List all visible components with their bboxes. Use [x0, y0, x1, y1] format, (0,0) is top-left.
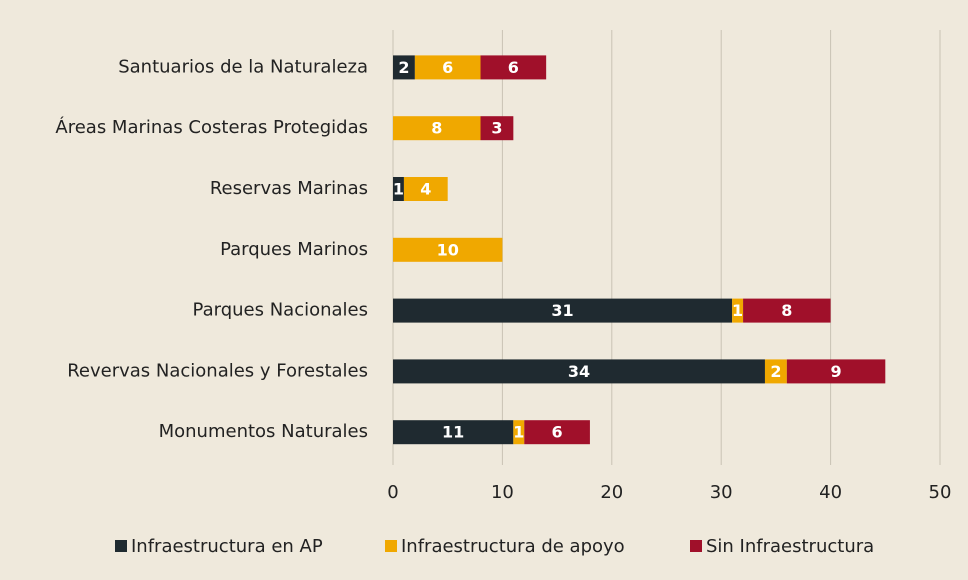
bar-segment	[414, 55, 481, 80]
bar-segment	[393, 359, 765, 384]
data-label: 10	[437, 240, 459, 259]
data-label: 2	[398, 58, 409, 77]
bar-segment	[480, 55, 547, 80]
bar-segment	[786, 359, 886, 384]
data-label: 8	[431, 119, 442, 138]
x-tick-label: 0	[387, 482, 398, 503]
bar-segment	[393, 298, 733, 323]
bar-segment	[513, 420, 525, 445]
category-label: Revervas Nacionales y Forestales	[67, 360, 368, 381]
bar-segment	[743, 298, 831, 323]
x-tick-label: 10	[491, 482, 514, 503]
data-label: 34	[568, 362, 590, 381]
bar-segment	[480, 116, 514, 141]
data-label: 1	[732, 301, 743, 320]
legend-swatch	[385, 540, 397, 552]
data-label: 6	[552, 423, 563, 442]
category-label: Parques Marinos	[220, 239, 368, 260]
legend-label: Sin Infraestructura	[706, 536, 874, 557]
legend-label: Infraestructura de apoyo	[401, 536, 625, 557]
legend-swatch	[115, 540, 127, 552]
bar-segment	[732, 298, 744, 323]
data-label: 3	[491, 119, 502, 138]
category-label: Reservas Marinas	[210, 178, 368, 199]
x-tick-label: 50	[929, 482, 952, 503]
category-label: Parques Nacionales	[193, 300, 368, 321]
category-label: Monumentos Naturales	[159, 421, 368, 442]
bar-segment	[524, 420, 590, 445]
bar-segment	[393, 177, 404, 201]
bar-segment	[393, 116, 481, 141]
data-label: 2	[770, 362, 781, 381]
bar-segment	[764, 359, 787, 384]
data-label: 31	[551, 301, 573, 320]
bar-segment	[403, 177, 448, 201]
data-label: 6	[508, 58, 519, 77]
data-label: 1	[513, 423, 524, 442]
data-label: 1	[393, 180, 404, 199]
data-label: 11	[442, 423, 464, 442]
bar-segment	[393, 55, 415, 80]
x-tick-label: 20	[600, 482, 623, 503]
bar-segment	[393, 420, 514, 445]
bar-segment	[393, 237, 503, 262]
legend-swatch	[690, 540, 702, 552]
category-label: Santuarios de la Naturaleza	[118, 56, 368, 77]
legend-label: Infraestructura en AP	[131, 536, 323, 557]
data-label: 9	[830, 362, 841, 381]
x-tick-label: 40	[819, 482, 842, 503]
data-label: 6	[442, 58, 453, 77]
data-label: 8	[781, 301, 792, 320]
data-label: 4	[420, 180, 431, 199]
category-label: Áreas Marinas Costeras Protegidas	[55, 116, 368, 138]
x-tick-label: 30	[710, 482, 733, 503]
